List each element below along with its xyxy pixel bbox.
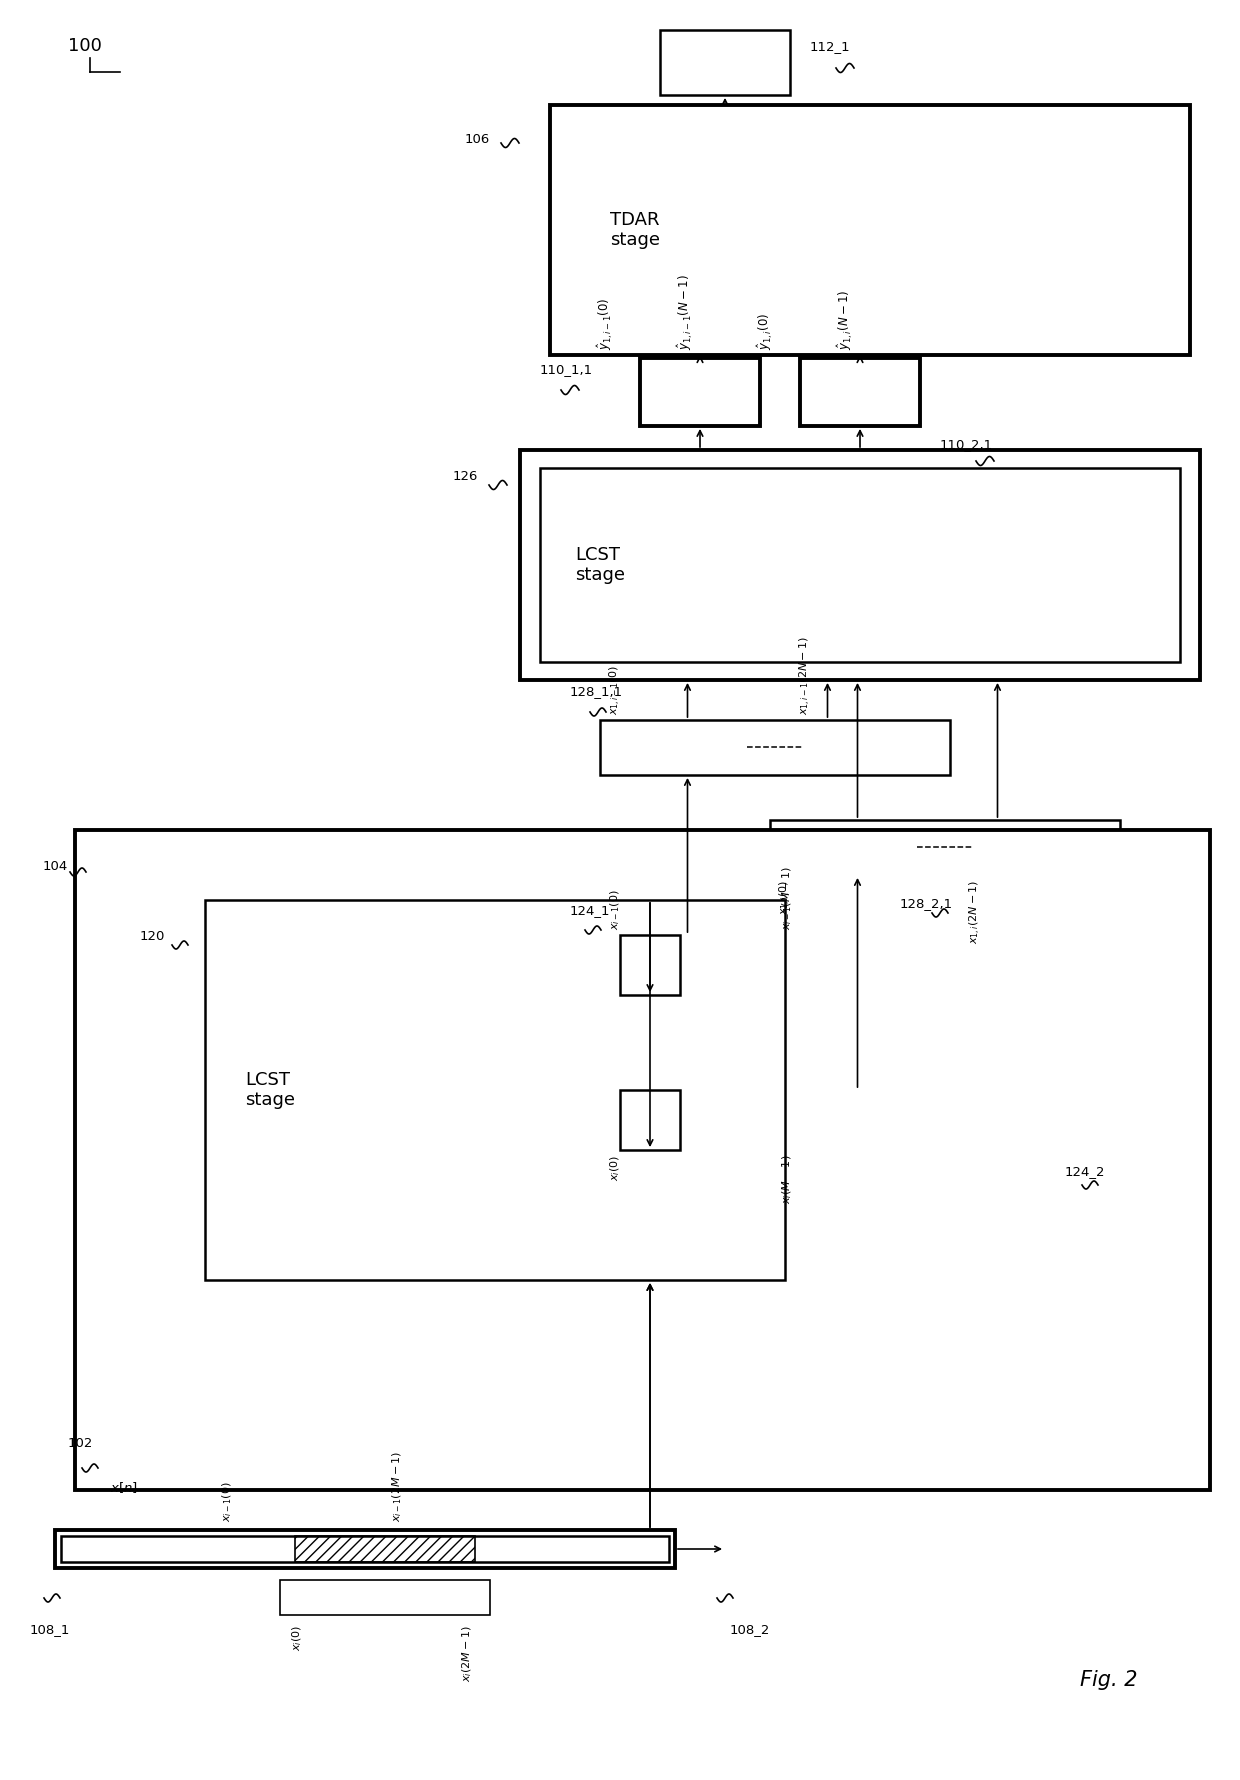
- Text: $x_{1,i}(0)$: $x_{1,i}(0)$: [777, 879, 794, 915]
- Text: $x_i(M-1)$: $x_i(M-1)$: [780, 1155, 794, 1205]
- Text: 104: 104: [42, 860, 68, 872]
- Text: $\hat{y}_{1,i}(0)$: $\hat{y}_{1,i}(0)$: [756, 313, 775, 351]
- Bar: [55, 1531, 675, 1568]
- Text: $x_{i-1}(2M-1)$: $x_{i-1}(2M-1)$: [391, 1451, 403, 1522]
- Text: 120: 120: [140, 929, 165, 943]
- Text: $x_{i-1}(0)$: $x_{i-1}(0)$: [219, 1481, 233, 1522]
- Text: 112_1: 112_1: [810, 39, 851, 53]
- Text: $x_i(0)$: $x_i(0)$: [608, 1155, 621, 1182]
- Text: $\hat{y}_{1,i-1}(0)$: $\hat{y}_{1,i-1}(0)$: [596, 297, 615, 351]
- Text: 124_2: 124_2: [1065, 1164, 1106, 1178]
- Text: TDAR
stage: TDAR stage: [610, 210, 660, 249]
- Bar: [74, 829, 1210, 1490]
- Bar: [295, 1536, 475, 1563]
- Bar: [539, 468, 1180, 662]
- Text: $x_{1,i-1}(0)$: $x_{1,i-1}(0)$: [608, 666, 624, 716]
- Bar: [770, 821, 1120, 876]
- Bar: [280, 1581, 490, 1614]
- Text: 128_2,1: 128_2,1: [900, 897, 954, 910]
- Bar: [205, 901, 785, 1280]
- Text: 100: 100: [68, 37, 102, 55]
- Bar: [620, 1089, 680, 1150]
- Bar: [61, 1536, 670, 1563]
- Bar: [640, 358, 760, 425]
- Bar: [660, 30, 790, 94]
- Bar: [520, 450, 1200, 680]
- Bar: [600, 719, 950, 774]
- Text: 106: 106: [465, 134, 490, 146]
- Text: 110_2,1: 110_2,1: [940, 438, 993, 450]
- Text: $x_{1,i}(2N-1)$: $x_{1,i}(2N-1)$: [967, 879, 982, 943]
- Text: 108_2: 108_2: [730, 1623, 770, 1636]
- Text: 126: 126: [453, 470, 477, 482]
- Bar: [620, 934, 680, 995]
- Text: $x[n]$: $x[n]$: [110, 1479, 138, 1495]
- Text: $x_{i-1}(0)$: $x_{i-1}(0)$: [608, 890, 621, 929]
- Text: $\hat{y}_{1,i}(N-1)$: $\hat{y}_{1,i}(N-1)$: [836, 290, 856, 351]
- Text: Fig. 2: Fig. 2: [1080, 1670, 1137, 1689]
- Text: LCST
stage: LCST stage: [575, 546, 625, 584]
- Text: LCST
stage: LCST stage: [246, 1070, 295, 1109]
- Text: $x_{i-1}(M-1)$: $x_{i-1}(M-1)$: [780, 867, 794, 929]
- Text: $x_i(2M-1)$: $x_i(2M-1)$: [460, 1625, 474, 1682]
- Text: 128_1,1: 128_1,1: [570, 685, 624, 698]
- Text: 108_1: 108_1: [30, 1623, 71, 1636]
- Text: $\hat{y}_{1,i-1}(N-1)$: $\hat{y}_{1,i-1}(N-1)$: [676, 274, 694, 351]
- Text: $x_i(0)$: $x_i(0)$: [290, 1625, 304, 1652]
- Text: 110_1,1: 110_1,1: [539, 363, 593, 376]
- Bar: [800, 358, 920, 425]
- Text: 102: 102: [68, 1436, 93, 1451]
- Bar: [551, 105, 1190, 354]
- Text: $x_{1,i-1}(2N-1)$: $x_{1,i-1}(2N-1)$: [797, 635, 812, 716]
- Text: 124_1: 124_1: [570, 904, 610, 917]
